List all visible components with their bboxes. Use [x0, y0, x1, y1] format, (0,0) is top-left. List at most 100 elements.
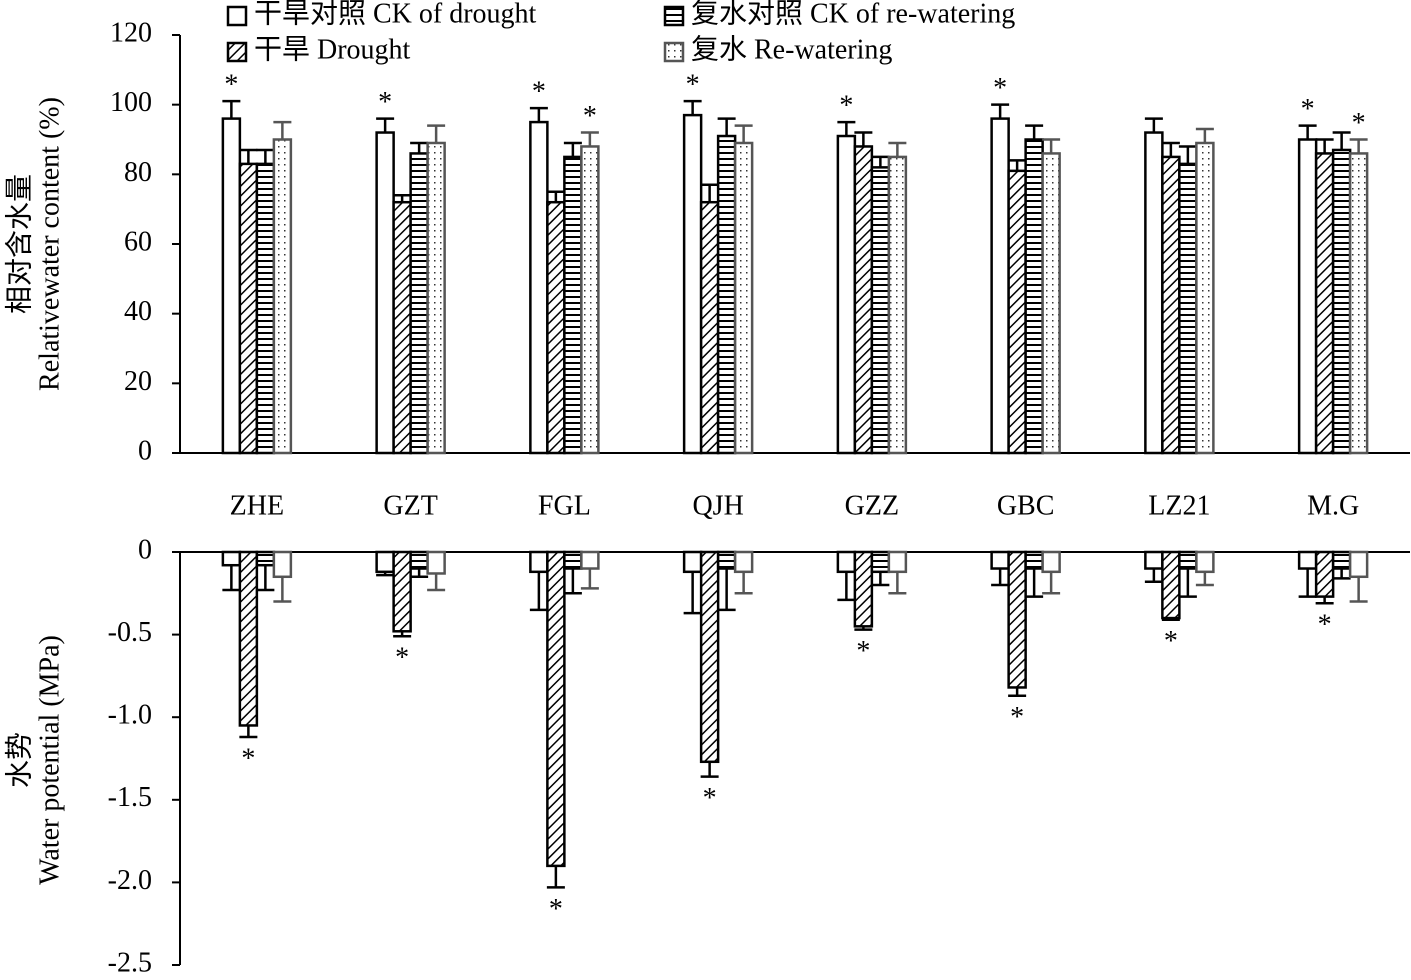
bar [546, 200, 566, 455]
legend-label: 干旱 Drought [254, 34, 411, 65]
y-axis-title: Relativewater content (%) [34, 97, 65, 391]
legend-label: 复水对照 CK of re-watering [691, 0, 1015, 29]
error-bar [734, 124, 753, 143]
bar [1178, 550, 1198, 570]
significance-mark: * [856, 636, 870, 667]
y-tick-label: 0 [138, 435, 152, 466]
y-tick-label: 60 [124, 226, 152, 257]
legend-swatch [663, 5, 685, 27]
bar [990, 550, 1010, 570]
bar [221, 550, 242, 567]
bar [1314, 152, 1335, 455]
bar [870, 550, 891, 574]
y-axis-title: Water potential (MPa) [34, 635, 65, 885]
x-tick-label: M.G [1307, 490, 1359, 521]
error-bar [1195, 127, 1214, 143]
y-tick-label: -0.5 [108, 617, 152, 648]
error-bar [1025, 568, 1044, 598]
significance-mark: * [993, 73, 1007, 104]
significance-mark: * [583, 101, 597, 132]
error-bar [1042, 571, 1061, 595]
error-bar [1008, 159, 1027, 171]
error-bar [683, 571, 702, 615]
significance-mark: * [1010, 702, 1024, 733]
significance-mark: * [839, 91, 853, 122]
x-tick-label: GBC [997, 490, 1055, 521]
error-bar [888, 141, 907, 157]
legend-swatch [226, 41, 248, 63]
significance-mark: * [1164, 626, 1178, 657]
error-bar [700, 761, 719, 778]
y-tick-label: 80 [124, 157, 152, 188]
bar [1007, 169, 1027, 455]
error-bar [683, 99, 702, 116]
error-bar [393, 193, 412, 203]
error-bar [239, 725, 258, 739]
bar [733, 141, 754, 455]
bar [716, 134, 737, 455]
y-tick-label: 20 [124, 366, 152, 397]
y-axis-title: 相对含水量 [3, 174, 35, 314]
y-tick-label: 100 [110, 87, 152, 118]
bar [1161, 155, 1181, 455]
bar [836, 550, 857, 574]
bar [1314, 550, 1335, 598]
bar [1348, 550, 1369, 579]
error-bar [222, 99, 241, 119]
bar [836, 134, 857, 455]
error-bar [222, 565, 241, 592]
bar [1041, 550, 1061, 574]
error-bar [837, 120, 856, 137]
error-bar [427, 124, 446, 143]
bar [990, 117, 1010, 455]
y-tick-label: -1.0 [108, 700, 152, 731]
bar [392, 200, 412, 455]
y-tick-label: -1.5 [108, 782, 152, 813]
bar [409, 152, 429, 455]
bar [870, 166, 891, 455]
error-bar [256, 148, 275, 164]
legend-label: 干旱对照 CK of drought [254, 0, 537, 29]
significance-mark: * [1352, 108, 1366, 139]
y-tick-label: 0 [138, 534, 152, 565]
bar [1161, 550, 1181, 620]
bar [563, 550, 583, 570]
bar [272, 138, 293, 455]
error-bar [563, 141, 582, 157]
bar [1024, 138, 1044, 455]
bar [1195, 141, 1215, 455]
error-bar [376, 117, 395, 133]
bar [853, 145, 874, 455]
bar [1024, 550, 1044, 570]
bar [563, 155, 583, 455]
bar [733, 550, 754, 574]
error-bar [888, 571, 907, 595]
x-tick-label: GZT [383, 490, 437, 521]
error-bar [1349, 138, 1368, 154]
x-tick-label: LZ21 [1148, 490, 1210, 521]
error-bar [734, 571, 753, 595]
error-bar [410, 141, 429, 154]
error-bar [991, 103, 1010, 119]
error-bar [1349, 576, 1368, 603]
bar [1348, 152, 1369, 455]
bar [375, 131, 395, 455]
bar [1041, 152, 1061, 455]
bar [716, 550, 737, 570]
bar [426, 141, 446, 455]
y-tick-label: 120 [110, 17, 152, 48]
bar [546, 550, 566, 868]
significance-mark: * [224, 70, 238, 101]
bar [1178, 162, 1198, 455]
error-bar [563, 568, 582, 595]
significance-mark: * [1318, 610, 1332, 641]
error-bar [580, 568, 599, 590]
bar [1331, 550, 1352, 570]
error-bar [1144, 117, 1163, 133]
bar [1297, 550, 1318, 570]
bar [238, 162, 259, 455]
bar [699, 200, 720, 455]
error-bar [1195, 571, 1214, 587]
bar [238, 550, 259, 727]
